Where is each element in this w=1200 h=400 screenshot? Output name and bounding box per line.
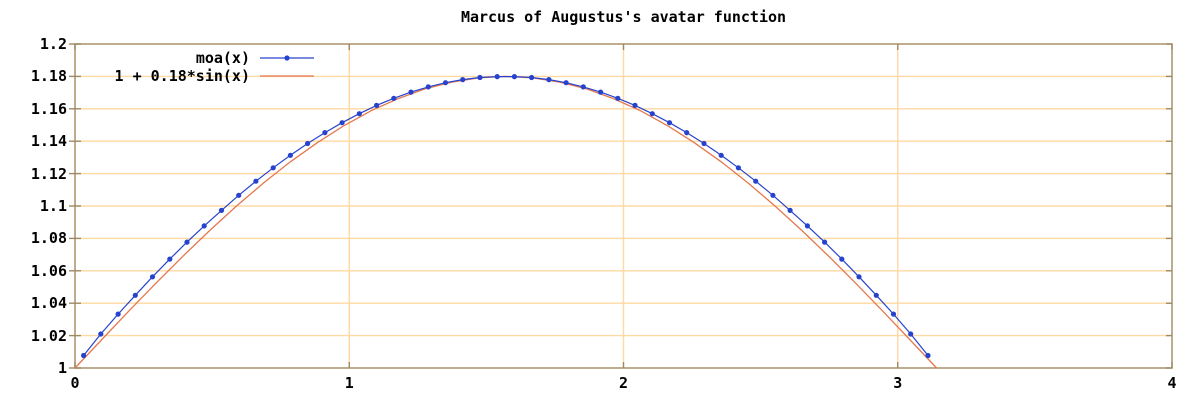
x-tick-label: 0 bbox=[70, 374, 80, 392]
series-line bbox=[74, 75, 938, 369]
data-point bbox=[494, 74, 500, 80]
data-point bbox=[391, 95, 397, 101]
y-tick-label: 1.06 bbox=[30, 261, 67, 280]
data-point bbox=[684, 130, 690, 136]
data-point bbox=[718, 152, 724, 158]
data-point bbox=[632, 102, 638, 108]
legend-sample-moa-linespoints-icon bbox=[260, 55, 314, 61]
data-point bbox=[460, 77, 466, 83]
data-point bbox=[253, 178, 259, 184]
y-tick-label: 1.08 bbox=[30, 229, 67, 248]
y-tick-label: 1.2 bbox=[39, 35, 67, 53]
data-point bbox=[374, 102, 380, 108]
data-point bbox=[925, 352, 931, 359]
legend-entry-sin: 1 + 0.18*sin(x) bbox=[90, 67, 315, 85]
legend-label-sin: 1 + 0.18*sin(x) bbox=[114, 67, 250, 85]
data-point bbox=[804, 223, 811, 229]
y-tick-label: 1.12 bbox=[30, 164, 67, 183]
legend-sample-sin-line-icon bbox=[260, 75, 314, 77]
data-point bbox=[477, 74, 483, 81]
y-tick-label: 1.18 bbox=[30, 67, 67, 86]
data-point bbox=[425, 84, 431, 90]
series-line bbox=[83, 75, 929, 356]
data-point bbox=[201, 223, 207, 229]
data-point bbox=[822, 239, 828, 245]
data-point bbox=[184, 239, 190, 245]
x-tick-label: 2 bbox=[618, 374, 629, 392]
data-point bbox=[270, 165, 276, 171]
legend-label-moa: moa(x) bbox=[195, 49, 250, 67]
data-point bbox=[305, 140, 311, 147]
data-point bbox=[322, 130, 328, 136]
y-tick-label: 1 bbox=[57, 359, 67, 377]
data-point bbox=[649, 111, 655, 117]
x-tick-label: 3 bbox=[893, 374, 903, 392]
data-point bbox=[856, 274, 862, 280]
data-point bbox=[546, 77, 552, 83]
data-point bbox=[149, 274, 156, 280]
y-tick-label: 1.02 bbox=[30, 326, 67, 345]
data-point bbox=[511, 74, 517, 80]
data-point bbox=[839, 256, 845, 262]
legend: moa(x) 1 + 0.18*sin(x) bbox=[90, 49, 315, 85]
data-point bbox=[735, 165, 742, 171]
data-point bbox=[701, 140, 707, 147]
data-point bbox=[666, 120, 673, 126]
series-moa bbox=[81, 74, 931, 359]
data-point bbox=[770, 192, 776, 198]
data-point bbox=[787, 207, 793, 213]
y-tick-label: 1.1 bbox=[39, 197, 67, 215]
y-tick-label: 1.14 bbox=[30, 132, 67, 151]
data-point bbox=[753, 178, 759, 184]
legend-entry-moa: moa(x) bbox=[90, 49, 315, 67]
tick-marks bbox=[69, 43, 1173, 369]
data-point bbox=[81, 352, 87, 359]
grid-lines bbox=[75, 44, 1172, 368]
data-point bbox=[287, 152, 293, 158]
data-point bbox=[890, 311, 897, 317]
data-point bbox=[218, 207, 225, 213]
data-point bbox=[598, 89, 604, 95]
data-point bbox=[580, 84, 586, 90]
data-point bbox=[442, 80, 449, 86]
data-point bbox=[115, 311, 121, 317]
x-tick-label: 1 bbox=[344, 374, 354, 392]
data-point bbox=[132, 292, 138, 298]
data-point bbox=[408, 89, 414, 95]
data-point bbox=[339, 120, 345, 126]
data-point bbox=[356, 111, 362, 117]
data-point bbox=[615, 95, 621, 101]
series-sin bbox=[74, 75, 938, 369]
data-point bbox=[908, 331, 914, 337]
data-point bbox=[98, 331, 104, 337]
chart-title: Marcus of Augustus's avatar function bbox=[460, 8, 787, 26]
y-tick-label: 1.04 bbox=[30, 294, 67, 313]
data-point bbox=[873, 292, 879, 298]
data-point bbox=[167, 256, 173, 262]
data-point bbox=[529, 74, 535, 81]
data-point bbox=[563, 80, 569, 86]
x-tick-label: 4 bbox=[1167, 374, 1177, 392]
data-point bbox=[236, 192, 242, 198]
y-tick-label: 1.16 bbox=[30, 99, 67, 118]
